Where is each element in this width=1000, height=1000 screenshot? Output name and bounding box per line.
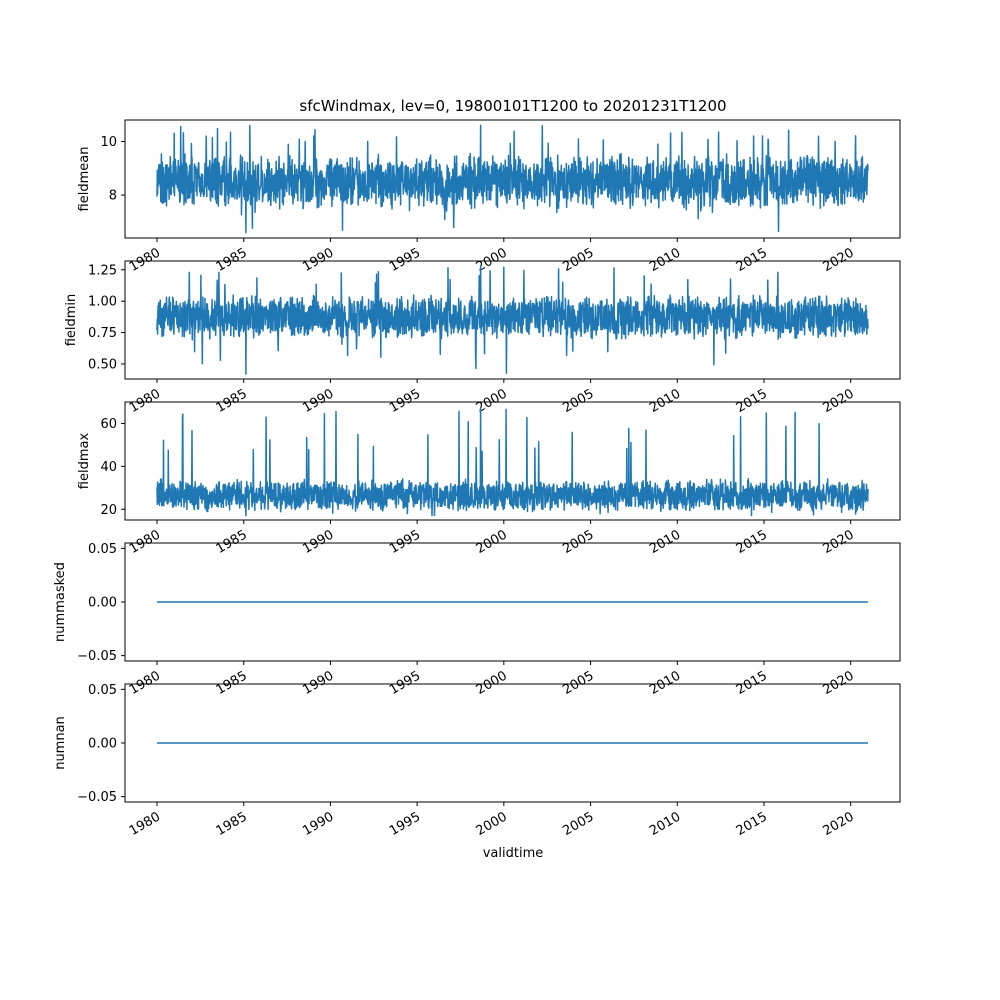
chart-title: sfcWindmax, lev=0, 19800101T1200 to 2020… xyxy=(299,97,726,115)
x-tick-label-fieldmax: 1995 xyxy=(387,527,423,557)
x-tick-label-nummasked: 2015 xyxy=(734,668,770,698)
x-tick-label-nummasked: 2005 xyxy=(560,668,596,698)
x-tick-label-fieldmean: 2020 xyxy=(821,245,857,275)
x-tick-label-fieldmean: 1980 xyxy=(127,245,163,275)
subplot-fieldmin: 0.50 0.75 1.00 1.25 fieldmin 1980 1985 1990 1995… xyxy=(64,260,901,416)
y-axis-label-fieldmin: fieldmin xyxy=(64,294,79,347)
y-tick-label-nummasked: 0.00 xyxy=(88,596,117,611)
axes-frame-fieldmean xyxy=(124,119,901,239)
x-tick-label-fieldmax: 1980 xyxy=(127,527,163,557)
x-tick-label-numnan: 1985 xyxy=(214,809,250,839)
y-axis-label-numnan: numnan xyxy=(53,716,68,770)
x-tick-label-fieldmax: 2005 xyxy=(560,527,596,557)
x-tick-label-numnan: 2010 xyxy=(647,809,683,839)
x-tick-label-fieldmean: 1995 xyxy=(387,245,423,275)
y-tick-label-fieldmin: 1.25 xyxy=(88,263,117,278)
x-tick-label-fieldmin: 2000 xyxy=(474,386,510,416)
x-tick-label-fieldmin: 1990 xyxy=(300,386,336,416)
subplots: 8 10 fieldmean 1980 1985 1990 1995 2000 2005 2010… xyxy=(53,119,901,839)
x-tick-label-numnan: 2005 xyxy=(560,809,596,839)
x-tick-label-fieldmean: 2015 xyxy=(734,245,770,275)
x-tick-label-fieldmean: 2010 xyxy=(647,245,683,275)
x-tick-label-nummasked: 2000 xyxy=(474,668,510,698)
x-tick-label-fieldmin: 2015 xyxy=(734,386,770,416)
x-tick-label-fieldmin: 2020 xyxy=(821,386,857,416)
x-tick-label-fieldmean: 1990 xyxy=(300,245,336,275)
y-tick-label-fieldmean: 8 xyxy=(109,189,117,204)
subplot-numnan: −0.05 0.00 0.05 numnan 1980 1985 1990 1995 2000 2… xyxy=(53,683,901,839)
x-tick-label-fieldmax: 2010 xyxy=(647,527,683,557)
x-tick-label-numnan: 2000 xyxy=(474,809,510,839)
x-tick-label-fieldmean: 1985 xyxy=(214,245,250,275)
x-tick-label-fieldmin: 2005 xyxy=(560,386,596,416)
x-tick-label-nummasked: 2020 xyxy=(821,668,857,698)
x-tick-label-fieldmin: 2010 xyxy=(647,386,683,416)
x-tick-label-fieldmin: 1985 xyxy=(214,386,250,416)
y-tick-label-numnan: 0.05 xyxy=(88,683,117,698)
axes-frame-fieldmax xyxy=(124,401,901,521)
x-tick-label-fieldmin: 1995 xyxy=(387,386,423,416)
series-line-fieldmean xyxy=(156,124,869,234)
x-tick-label-nummasked: 2010 xyxy=(647,668,683,698)
x-tick-label-numnan: 1995 xyxy=(387,809,423,839)
y-tick-label-fieldmax: 40 xyxy=(100,460,117,475)
x-tick-label-nummasked: 1985 xyxy=(214,668,250,698)
y-tick-label-fieldmin: 1.00 xyxy=(88,295,117,310)
y-tick-label-numnan: −0.05 xyxy=(77,790,117,805)
series-line-fieldmin xyxy=(156,265,869,375)
axes-frame-fieldmin xyxy=(124,260,901,380)
x-tick-label-fieldmax: 2020 xyxy=(821,527,857,557)
x-tick-label-numnan: 1990 xyxy=(300,809,336,839)
x-tick-label-nummasked: 1980 xyxy=(127,668,163,698)
y-axis-label-fieldmax: fieldmax xyxy=(77,433,92,490)
x-tick-label-numnan: 2015 xyxy=(734,809,770,839)
x-tick-label-fieldmean: 2005 xyxy=(560,245,596,275)
x-tick-label-fieldmax: 2000 xyxy=(474,527,510,557)
x-tick-label-nummasked: 1990 xyxy=(300,668,336,698)
x-tick-label-nummasked: 1995 xyxy=(387,668,423,698)
series-line-fieldmax xyxy=(156,407,869,517)
y-tick-label-nummasked: −0.05 xyxy=(77,649,117,664)
x-tick-label-fieldmax: 1990 xyxy=(300,527,336,557)
y-tick-label-fieldmin: 0.75 xyxy=(88,326,117,341)
y-tick-label-fieldmean: 10 xyxy=(100,135,117,150)
y-tick-label-fieldmax: 20 xyxy=(100,503,117,518)
y-axis-label-fieldmean: fieldmean xyxy=(77,147,92,212)
x-tick-label-fieldmax: 1985 xyxy=(214,527,250,557)
y-tick-label-numnan: 0.00 xyxy=(88,737,117,752)
y-axis-label-nummasked: nummasked xyxy=(53,562,68,642)
y-tick-label-nummasked: 0.05 xyxy=(88,542,117,557)
y-tick-label-fieldmax: 60 xyxy=(100,417,117,432)
x-tick-label-fieldmax: 2015 xyxy=(734,527,770,557)
x-tick-label-numnan: 1980 xyxy=(127,809,163,839)
x-tick-label-fieldmin: 1980 xyxy=(127,386,163,416)
subplot-fieldmax: 20 40 60 fieldmax 1980 1985 1990 1995 2000 2005 20… xyxy=(77,401,901,557)
y-tick-label-fieldmin: 0.50 xyxy=(88,357,117,372)
x-tick-label-numnan: 2020 xyxy=(821,809,857,839)
subplot-nummasked: −0.05 0.00 0.05 nummasked 1980 1985 1990 1995 20… xyxy=(53,542,901,698)
x-axis-label: validtime xyxy=(483,846,544,861)
